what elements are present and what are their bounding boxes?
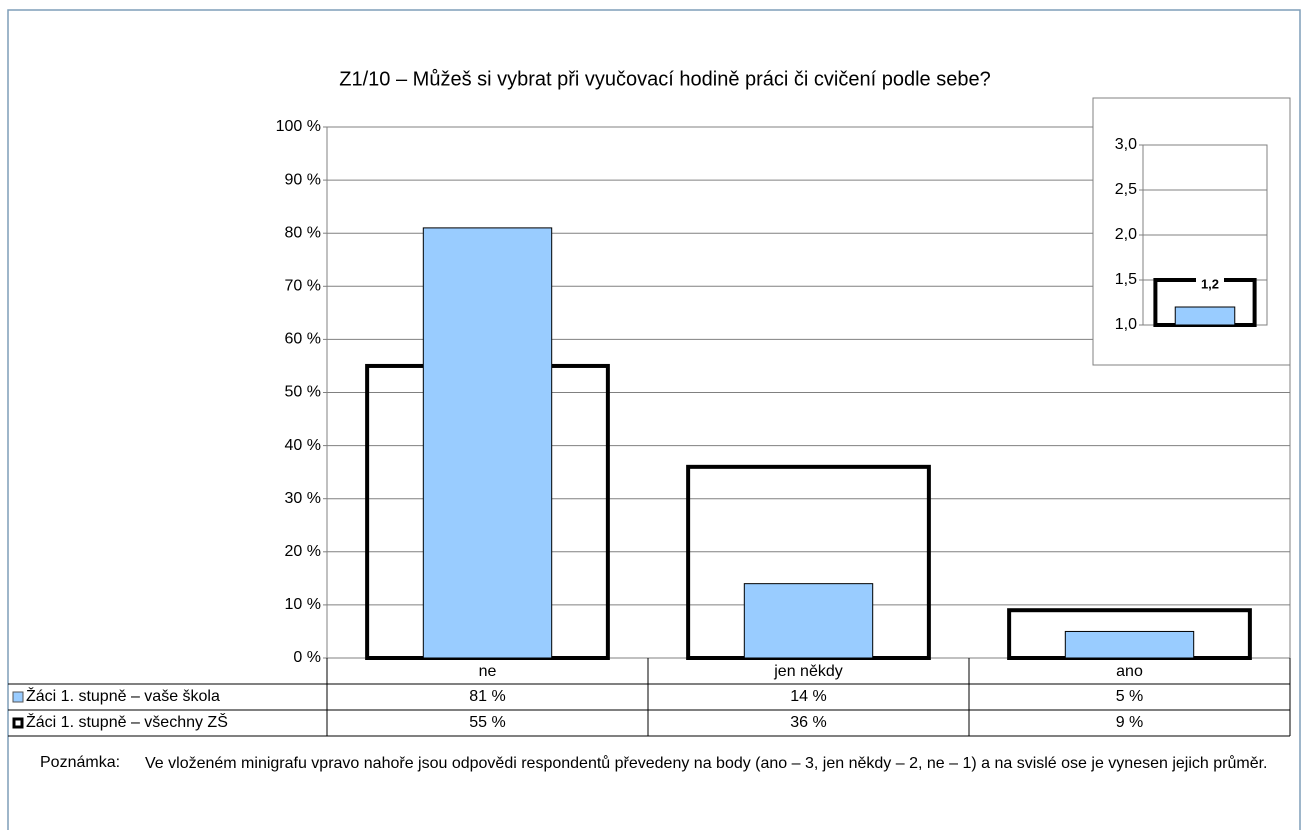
chart-title: Z1/10 – Můžeš si vybrat při vyučovací ho… (339, 68, 990, 90)
x-tick-label: ano (1116, 663, 1143, 680)
table-value: 14 % (790, 688, 826, 705)
y-tick-label: 10 % (285, 596, 321, 613)
bar (1174, 306, 1236, 326)
table-value: 81 % (469, 688, 505, 705)
legend-label: Žáci 1. stupně – všechny ZŠ (26, 712, 228, 731)
note-label: Poznámka: (40, 754, 121, 771)
y-tick-label: 1,0 (1115, 316, 1137, 333)
y-tick-label: 2,5 (1115, 181, 1137, 198)
frame (7, 9, 1301, 830)
y-tick-label: 0 % (293, 649, 321, 666)
legend-swatch (12, 691, 24, 703)
y-tick-label: 50 % (285, 384, 321, 401)
data-label-bg (1196, 276, 1224, 294)
bar (1064, 630, 1195, 659)
table-value: 5 % (1116, 688, 1144, 705)
y-tick-label: 70 % (285, 278, 321, 295)
y-tick-label: 20 % (285, 543, 321, 560)
y-tick-label: 80 % (285, 224, 321, 241)
y-tick-label: 3,0 (1115, 136, 1137, 153)
legend-label: Žáci 1. stupně – vaše škola (26, 686, 220, 705)
bar (743, 583, 874, 659)
x-tick-label: ne (479, 663, 497, 680)
data-label: 1,2 (1201, 276, 1219, 291)
y-tick-label: 1,5 (1115, 271, 1137, 288)
note-text: Ve vloženém minigrafu vpravo nahoře jsou… (145, 755, 1268, 772)
x-tick-label: jen někdy (773, 663, 843, 680)
table-value: 9 % (1116, 714, 1144, 731)
table-value: 55 % (469, 714, 505, 731)
y-tick-label: 30 % (285, 490, 321, 507)
y-tick-label: 90 % (285, 171, 321, 188)
legend-swatch (12, 717, 24, 729)
y-tick-label: 60 % (285, 331, 321, 348)
bar (422, 227, 553, 659)
y-tick-label: 100 % (276, 118, 321, 135)
y-tick-label: 2,0 (1115, 226, 1137, 243)
y-tick-label: 40 % (285, 437, 321, 454)
table-value: 36 % (790, 714, 826, 731)
